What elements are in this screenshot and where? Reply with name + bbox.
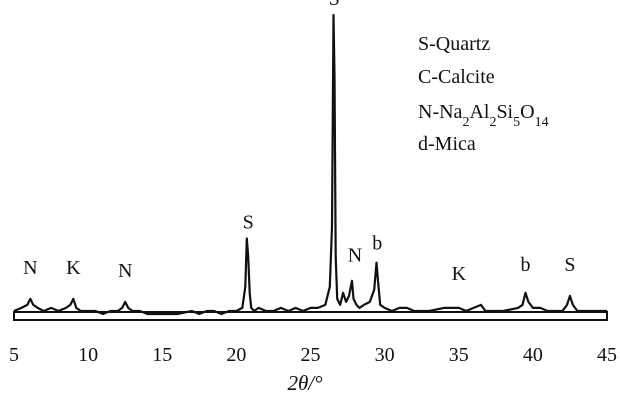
legend-al: Al bbox=[469, 101, 489, 123]
legend-sub-si: 5 bbox=[513, 115, 520, 130]
peak-label: S bbox=[243, 212, 254, 234]
baseline-frame bbox=[13, 311, 608, 321]
peak-label: b bbox=[372, 233, 382, 255]
x-tick-label: 5 bbox=[9, 344, 19, 366]
peak-label: N bbox=[348, 245, 362, 267]
legend-line-na-al-si-o: N-Na2Al2Si5O14 bbox=[418, 101, 549, 130]
x-tick-label: 30 bbox=[375, 344, 395, 366]
peak-labels: N K N S S Nb Kb S bbox=[23, 0, 575, 285]
legend-sub-na: 2 bbox=[462, 115, 469, 130]
legend-o: O bbox=[520, 101, 534, 123]
x-tick-label: 45 bbox=[597, 344, 617, 366]
peak-label: N bbox=[23, 257, 37, 279]
x-tick-label: 25 bbox=[301, 344, 321, 366]
peak-label: S bbox=[564, 254, 575, 276]
x-tick-label: 20 bbox=[226, 344, 246, 366]
x-tick-label: 10 bbox=[78, 344, 98, 366]
legend-line-calcite: C-Calcite bbox=[418, 66, 495, 88]
peak-label: N bbox=[118, 260, 132, 282]
legend-line-mica: d-Mica bbox=[418, 133, 476, 155]
x-tick-label: 40 bbox=[523, 344, 543, 366]
peak-label: S bbox=[329, 0, 340, 10]
x-tick-label: 35 bbox=[449, 344, 469, 366]
peak-label: K bbox=[66, 257, 81, 279]
legend: S-Quartz C-Calcite N-Na2Al2Si5O14 d-Mica bbox=[418, 33, 549, 155]
peak-label: b bbox=[521, 254, 531, 276]
series-line-0 bbox=[13, 13, 607, 316]
legend-si: Si bbox=[496, 101, 513, 123]
x-axis-title: 2θ/° bbox=[287, 371, 323, 395]
x-tick-label: 15 bbox=[152, 344, 172, 366]
legend-na-prefix: N-Na bbox=[418, 101, 463, 123]
legend-sub-al: 2 bbox=[489, 115, 496, 130]
plot-area bbox=[13, 13, 607, 316]
peak-label: K bbox=[452, 263, 467, 285]
legend-line-quartz: S-Quartz bbox=[418, 33, 490, 55]
x-axis: 5 10 15 20 25 30 35 40 45 bbox=[9, 311, 617, 366]
legend-sub-o: 14 bbox=[535, 115, 549, 130]
